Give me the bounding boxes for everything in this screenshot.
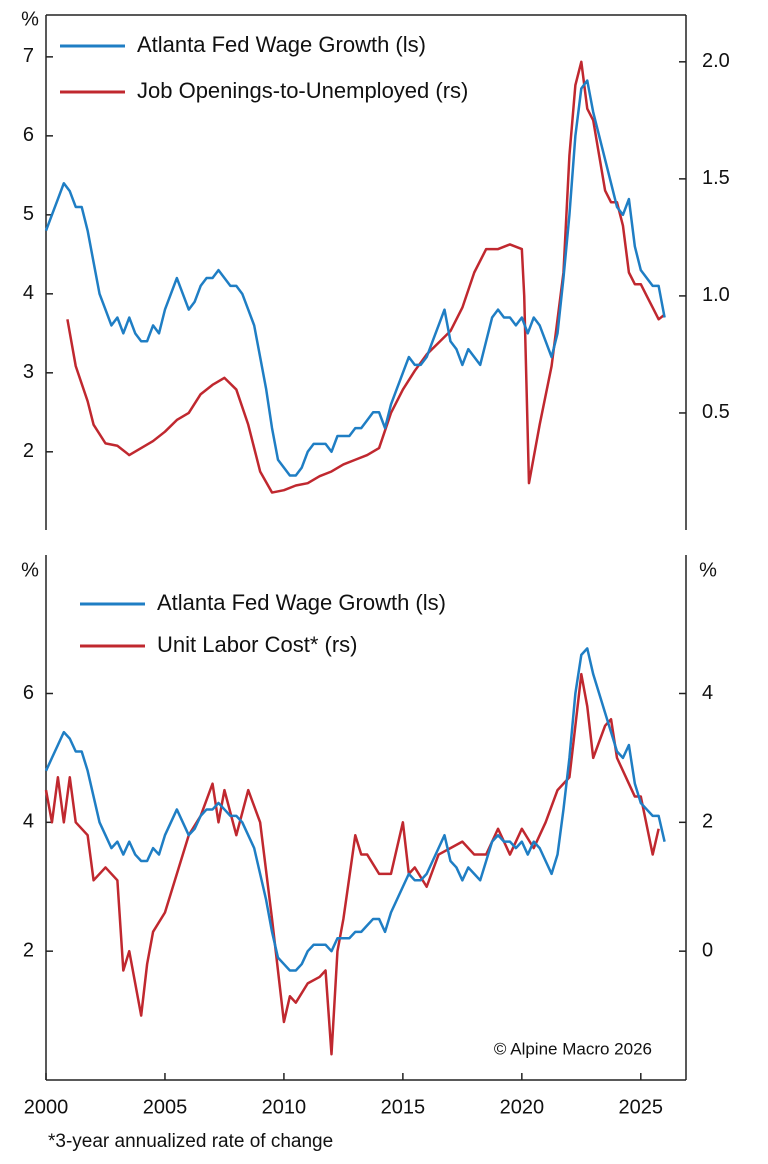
x-tick-label: 2005 (143, 1096, 188, 1118)
legend-label: Atlanta Fed Wage Growth (ls) (137, 32, 426, 57)
y-tick-label: 5 (23, 203, 34, 225)
y-axis-label: % (21, 8, 39, 30)
y2-tick-label: 4 (702, 682, 713, 704)
x-tick-label: 2020 (500, 1096, 545, 1118)
x-tick-label: 2010 (262, 1096, 307, 1118)
series-line (66, 60, 666, 494)
y2-tick-label: 1.5 (702, 167, 730, 189)
legend-label: Unit Labor Cost* (rs) (157, 632, 358, 657)
series-line (44, 672, 660, 1056)
y-tick-label: 2 (23, 440, 34, 462)
y-axis-label: % (21, 559, 39, 581)
legend-label: Job Openings-to-Unemployed (rs) (137, 78, 468, 103)
y2-tick-label: 0.5 (702, 401, 730, 423)
y2-tick-label: 0 (702, 939, 713, 961)
series-line (44, 79, 666, 477)
y2-tick-label: 1.0 (702, 284, 730, 306)
y-tick-label: 3 (23, 361, 34, 383)
legend-label: Atlanta Fed Wage Growth (ls) (157, 590, 446, 615)
y2-tick-label: 2 (702, 811, 713, 833)
y-tick-label: 6 (23, 682, 34, 704)
y-tick-label: 4 (23, 811, 34, 833)
x-tick-label: 2000 (24, 1096, 69, 1118)
y2-tick-label: 2.0 (702, 50, 730, 72)
y-tick-label: 2 (23, 939, 34, 961)
x-tick-label: 2025 (619, 1096, 664, 1118)
y-tick-label: 6 (23, 124, 34, 146)
x-tick-label: 2015 (381, 1096, 426, 1118)
series-line (44, 647, 666, 972)
annotation: © Alpine Macro 2026 (494, 1039, 652, 1058)
y-tick-label: 4 (23, 282, 34, 304)
y2-axis-label: % (699, 559, 717, 581)
y-tick-label: 7 (23, 45, 34, 67)
footnote: *3-year annualized rate of change (48, 1131, 333, 1152)
